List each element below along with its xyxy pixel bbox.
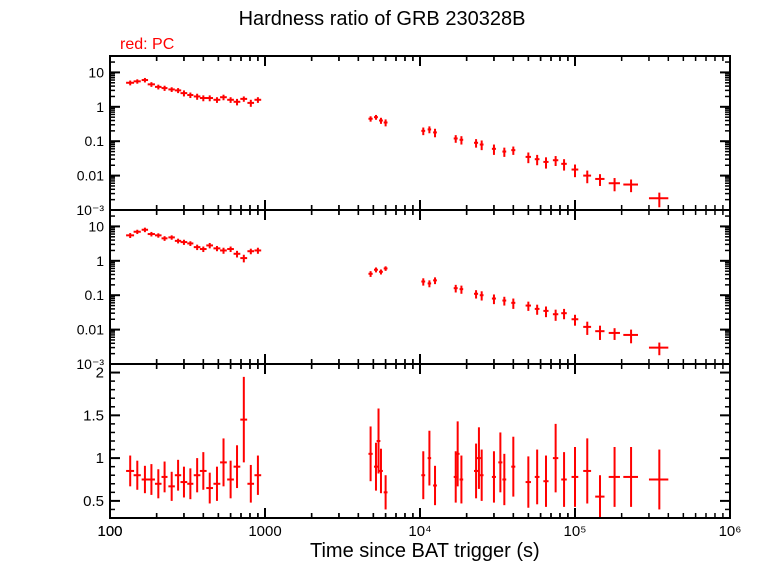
svg-text:1.5: 1.5 [83,407,104,424]
svg-text:2: 2 [96,365,104,382]
chart-container: Hardness ratio of GRB 230328B red: PC 1.… [0,0,764,566]
svg-text:0.5: 0.5 [83,493,104,510]
data-series [126,228,668,356]
chart-title: Hardness ratio of GRB 230328B [0,8,764,31]
chart-svg: 10⁻³0.010.111010⁻³0.010.1110100100010⁴10… [0,0,764,566]
data-series [126,377,668,518]
svg-text:10: 10 [88,64,104,80]
svg-text:1: 1 [96,450,104,467]
legend-text: red: PC [120,36,174,54]
svg-text:0.01: 0.01 [77,322,104,338]
svg-text:10⁵: 10⁵ [564,523,587,540]
svg-text:10⁶: 10⁶ [719,523,742,540]
svg-text:0.1: 0.1 [85,133,105,149]
data-series [126,78,668,207]
svg-text:1: 1 [96,253,104,269]
xlabel: Time since BAT trigger (s) [310,540,540,563]
svg-text:10⁻³: 10⁻³ [76,202,104,218]
svg-text:10⁴: 10⁴ [408,523,431,540]
svg-text:1: 1 [96,99,104,115]
svg-text:10: 10 [88,218,104,234]
svg-text:100: 100 [97,523,122,540]
svg-text:0.1: 0.1 [85,287,105,303]
svg-text:1000: 1000 [248,523,281,540]
svg-text:0.01: 0.01 [77,168,104,184]
